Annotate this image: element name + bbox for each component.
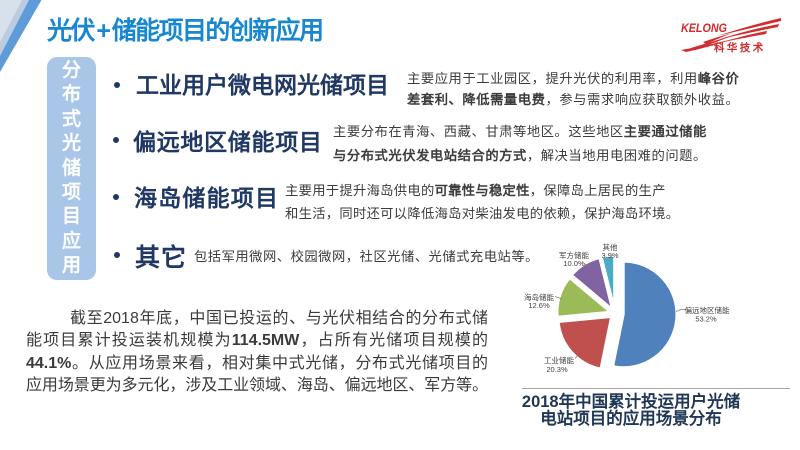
svg-text:科华技术: 科华技术 xyxy=(714,41,766,54)
svg-text:海岛储能: 海岛储能 xyxy=(524,292,554,302)
svg-text:53.2%: 53.2% xyxy=(695,315,717,324)
svg-text:偏远地区储能: 偏远地区储能 xyxy=(685,305,730,315)
svg-text:其他: 其他 xyxy=(603,242,618,252)
svg-text:10.0%: 10.0% xyxy=(563,259,585,268)
svg-text:军方储能: 军方储能 xyxy=(559,250,589,260)
svg-text:3.9%: 3.9% xyxy=(601,251,618,260)
svg-text:20.3%: 20.3% xyxy=(546,365,568,374)
svg-text:工业储能: 工业储能 xyxy=(544,355,574,365)
svg-text:12.6%: 12.6% xyxy=(528,301,550,310)
svg-text:KELONG: KELONG xyxy=(681,21,727,35)
